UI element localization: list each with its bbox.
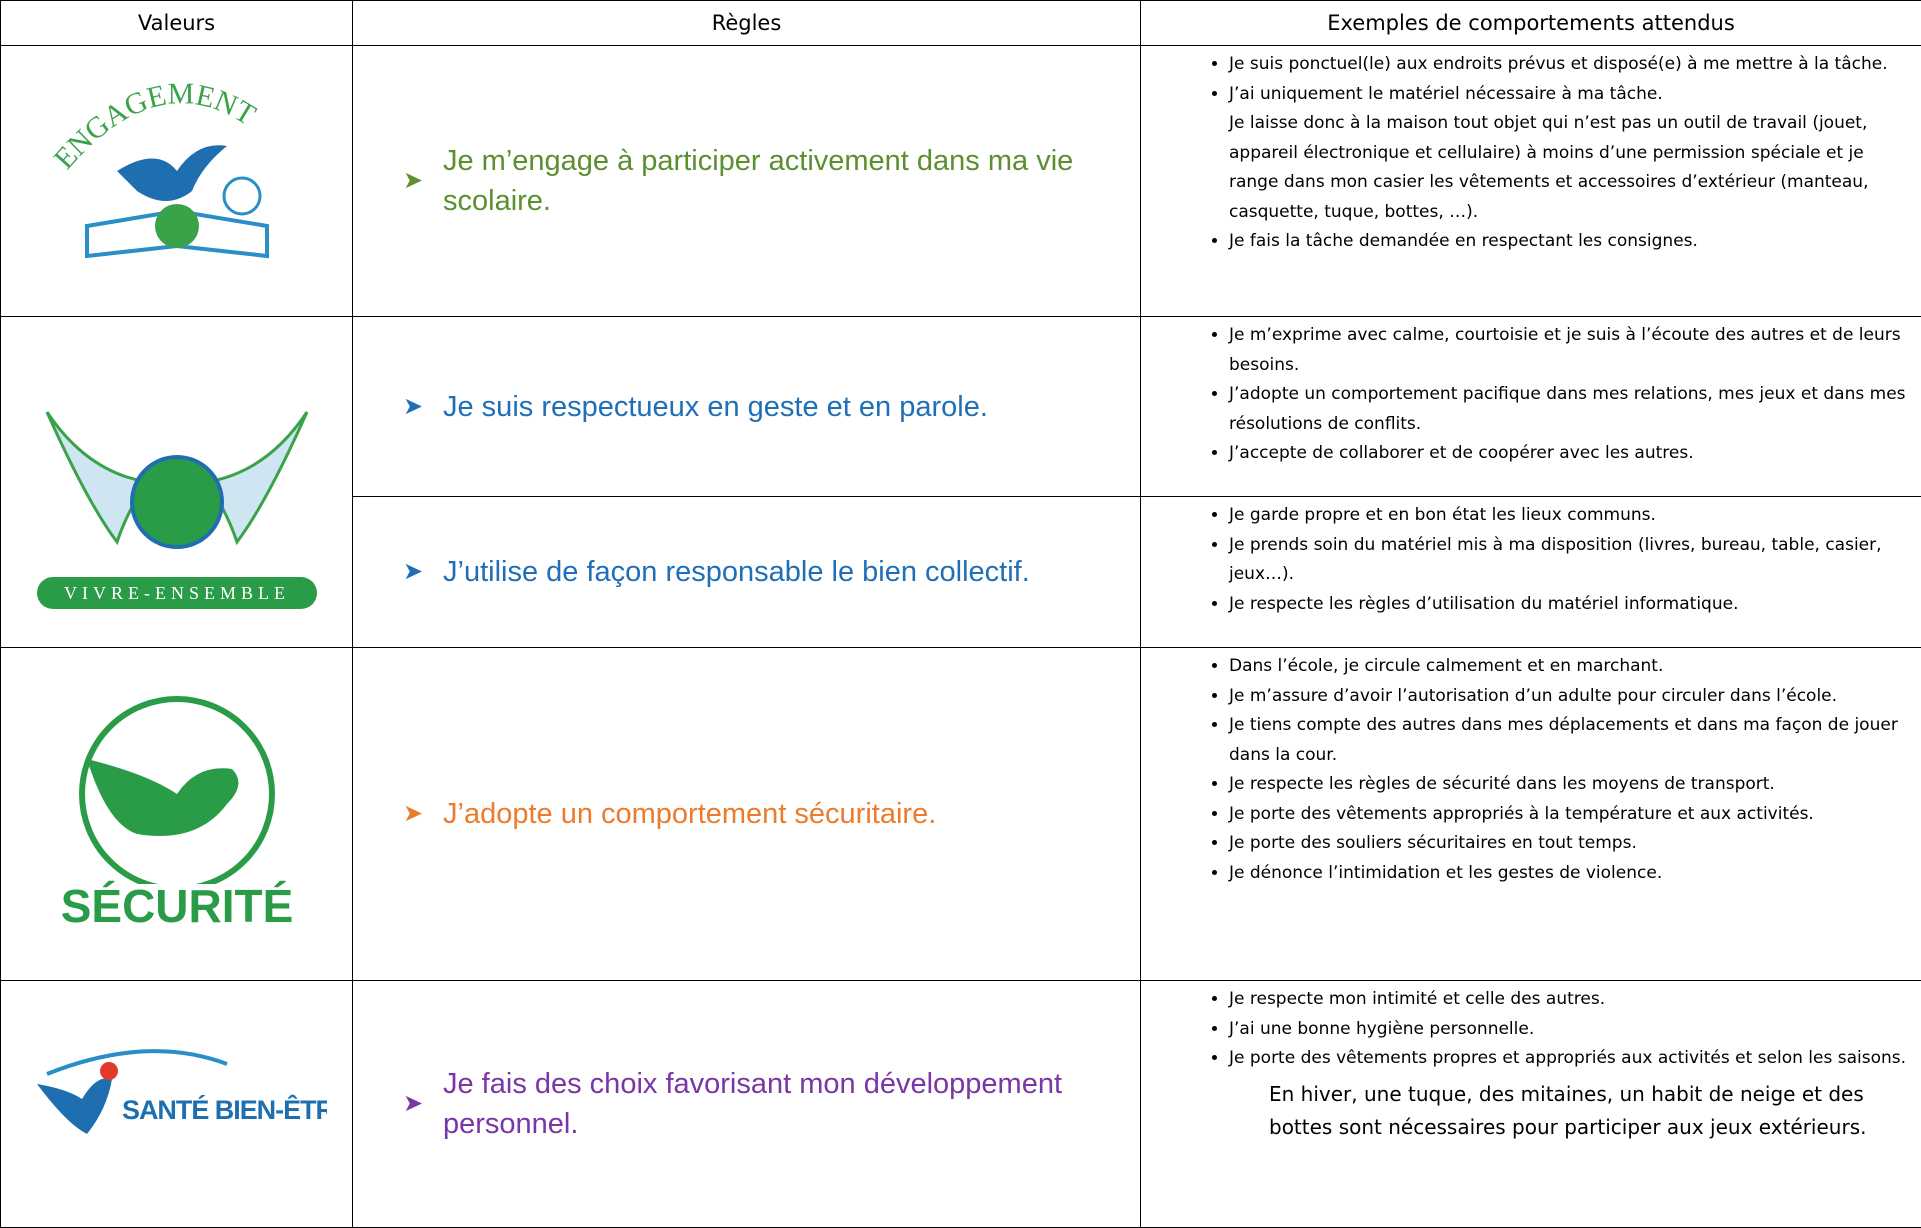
rule-arrow: ➤ (403, 167, 424, 194)
example-item: Je suis ponctuel(le) aux endroits prévus… (1229, 50, 1907, 80)
example-text: Je garde propre et en bon état les lieux… (1229, 505, 1656, 525)
example-detail: En hiver, une tuque, des mitaines, un ha… (1269, 1081, 1867, 1139)
rule-cell: ➤ Je fais des choix favorisant mon dévelo… (353, 981, 1141, 1228)
logo-swoosh (45, 1049, 228, 1076)
example-item: J’accepte de collaborer et de coopérer a… (1229, 439, 1907, 469)
example-text: Dans l’école, je circule calmement et en… (1229, 656, 1664, 676)
example-text: Je respecte mon intimité et celle des au… (1229, 989, 1606, 1009)
logo-banner (36, 577, 317, 609)
rule-cell: ➤ J’utilise de façon responsable le bien … (353, 497, 1141, 648)
example-text: Je respecte les règles de sécurité dans … (1229, 774, 1775, 794)
logo-dove (116, 145, 227, 201)
example-text: Je dénonce l’intimidation et les gestes … (1229, 862, 1663, 883)
logo-dove (36, 1078, 112, 1134)
value-cell: SANTÉ BIEN-ÊTRE (1, 981, 353, 1228)
example-item: Je garde propre et en bon état les lieux… (1229, 501, 1907, 531)
rule-text: J’adopte un comportement sécuritaire. (443, 798, 937, 830)
rule-text: Je fais des choix favorisant mon dévelop… (443, 1068, 1063, 1140)
example-text: Je tiens compte des autres dans mes dépl… (1229, 715, 1898, 765)
rule-text: J’utilise de façon responsable le bien c… (443, 556, 1030, 588)
example-item: Je porte des vêtements propres et approp… (1229, 1044, 1907, 1144)
example-detail: Je laisse donc à la maison tout objet qu… (1229, 113, 1869, 222)
example-text: Je fais la tâche demandée en respectant … (1229, 231, 1698, 251)
logo-white (81, 884, 272, 924)
value-cell: VIVRE-ENSEMBLE (1, 317, 353, 648)
examples-list: Je respecte mon intimité et celle des au… (1181, 985, 1907, 1144)
example-item: Je dénonce l’intimidation et les gestes … (1229, 859, 1907, 889)
example-text: Je prends soin du matériel mis à ma disp… (1229, 534, 1882, 585)
logo-apple (99, 1062, 118, 1080)
example-text: J’ai uniquement le matériel nécessaire à… (1229, 83, 1663, 104)
example-item: Dans l’école, je circule calmement et en… (1229, 652, 1907, 682)
examples-cell: Je m’exprime avec calme, courtoisie et j… (1141, 317, 1921, 497)
example-text: Je m’exprime avec calme, courtoisie et j… (1229, 325, 1901, 375)
example-text: Je m’assure d’avoir l’autorisation d’un … (1229, 685, 1838, 706)
example-item: Je m’assure d’avoir l’autorisation d’un … (1229, 682, 1907, 712)
example-text: Je suis ponctuel(le) aux endroits prévus… (1229, 54, 1888, 74)
value-cell: ENGAGEMENT (1, 46, 353, 317)
example-text: Je porte des vêtements appropriés à la t… (1229, 803, 1814, 824)
value-logo: ENGAGEMENT (47, 77, 269, 259)
example-item: Je fais la tâche demandée en respectant … (1229, 227, 1907, 257)
logo-text: SANTÉ BIEN-ÊTRE (122, 1094, 327, 1125)
example-item: Je respecte mon intimité et celle des au… (1229, 985, 1907, 1015)
value-cell: SÉCURITÉ (1, 648, 353, 981)
examples-cell: Je respecte mon intimité et celle des au… (1141, 981, 1921, 1228)
examples-list: Je garde propre et en bon état les lieux… (1181, 501, 1907, 619)
logo-dove (86, 759, 238, 836)
rule-arrow: ➤ (403, 800, 424, 827)
logo-clock (222, 176, 261, 216)
example-item: Je respecte les règles d’utilisation du … (1229, 590, 1907, 620)
rule-cell: ➤ J’adopte un comportement sécuritaire. (353, 648, 1141, 981)
example-item: Je porte des souliers sécuritaires en to… (1229, 829, 1907, 859)
example-text: Je porte des vêtements propres et approp… (1229, 1048, 1907, 1068)
rule-arrow: ➤ (403, 392, 424, 420)
example-text: J’ai une bonne hygiène personnelle. (1229, 1018, 1535, 1039)
value-logo: SANTÉ BIEN-ÊTRE (36, 1049, 327, 1134)
header-cell: Exemples de comportements attendus (1141, 1, 1921, 46)
rule-text: Je m’engage à participer activement dans… (443, 145, 1074, 217)
rule-arrow: ➤ (403, 558, 424, 585)
value-logo: VIVRE-ENSEMBLE (36, 411, 317, 609)
examples-list: Je m’exprime avec calme, courtoisie et j… (1181, 321, 1907, 469)
examples-cell: Je suis ponctuel(le) aux endroits prévus… (1141, 46, 1921, 317)
example-item: J’adopte un comportement pacifique dans … (1229, 380, 1907, 439)
header-cell: Valeurs (1, 1, 353, 46)
example-item: Je porte des vêtements appropriés à la t… (1229, 800, 1907, 830)
example-text: J’adopte un comportement pacifique dans … (1229, 384, 1906, 434)
example-item: Je m’exprime avec calme, courtoisie et j… (1229, 321, 1907, 380)
examples-cell: Je garde propre et en bon état les lieux… (1141, 497, 1921, 648)
example-item: Je prends soin du matériel mis à ma disp… (1229, 531, 1907, 590)
example-item: J’ai uniquement le matériel nécessaire à… (1229, 80, 1907, 228)
logo-peace (129, 455, 224, 549)
rule-text: Je suis respectueux en geste et en parol… (443, 390, 988, 423)
examples-list: Dans l’école, je circule calmement et en… (1181, 652, 1907, 888)
example-text: J’accepte de collaborer et de coopérer a… (1229, 443, 1694, 463)
examples-cell: Dans l’école, je circule calmement et en… (1141, 648, 1921, 981)
rule-cell: ➤ Je m’engage à participer activement dan… (353, 46, 1141, 317)
rule-arrow: ➤ (403, 1090, 424, 1117)
example-text: Je porte des souliers sécuritaires en to… (1229, 833, 1637, 853)
value-logo: SÉCURITÉ (60, 696, 293, 932)
logo-dove-right (203, 411, 308, 546)
examples-list: Je suis ponctuel(le) aux endroits prévus… (1181, 50, 1907, 257)
header-cell: Règles (353, 1, 1141, 46)
example-item: J’ai une bonne hygiène personnelle. (1229, 1015, 1907, 1045)
logo-dove-left (45, 411, 150, 546)
example-item: Je tiens compte des autres dans mes dépl… (1229, 711, 1907, 770)
logo-text: SÉCURITÉ (60, 880, 293, 932)
example-text: Je respecte les règles d’utilisation du … (1229, 593, 1739, 614)
logo-text: VIVRE-ENSEMBLE (64, 583, 290, 603)
example-item: Je respecte les règles de sécurité dans … (1229, 770, 1907, 800)
logo-ball (154, 204, 199, 248)
rule-cell: ➤ Je suis respectueux en geste et en paro… (353, 317, 1141, 497)
